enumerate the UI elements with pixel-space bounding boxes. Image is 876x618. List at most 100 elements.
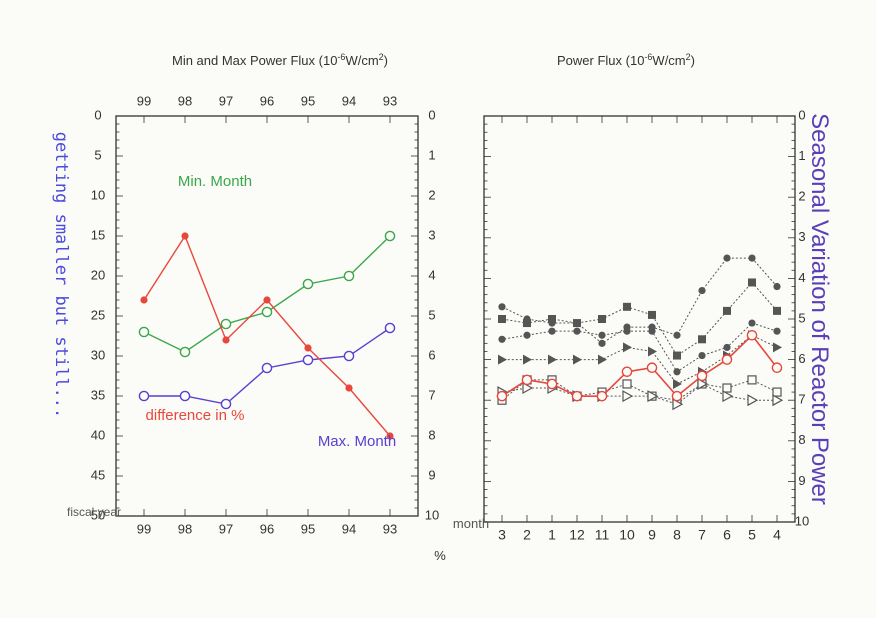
seasonal-data-point: [721, 354, 733, 365]
minmax-x-tick-label: 94: [342, 93, 356, 108]
minmax-right-tick-label: 45: [91, 467, 105, 482]
minmax-right-tick-label: 30: [91, 347, 105, 362]
minmax-left-tick-label: 1: [428, 147, 435, 162]
seasonal-data-point: [498, 315, 506, 323]
minmax-right-tick-label: 5: [94, 147, 101, 162]
minmax-data-point: [179, 390, 191, 402]
rotated-page: Seasonal Variation of Reactor Power 0123…: [51, 52, 833, 563]
seasonal-data-point: [548, 315, 556, 323]
minmax-x-tick-labels-bottom: 93 94 95 96 97 98 99: [137, 93, 397, 108]
seasonal-data-point: [698, 286, 706, 295]
minmax-left-tick-label: 8: [428, 427, 435, 442]
minmax-data-point: [343, 350, 355, 362]
seasonal-x-tick-label: 5: [748, 527, 756, 543]
minmax-left-tick-label: 3: [428, 227, 435, 242]
minmax-data-point: [220, 318, 232, 330]
minmax-left-tick-label: 10: [425, 507, 439, 522]
seasonal-y-tick-label: 10: [795, 513, 809, 528]
minmax-y-axis-label: Min and Max Power Flux (10-6W/cm2): [172, 52, 388, 68]
seasonal-data-point: [573, 327, 581, 335]
seasonal-data-point: [622, 379, 632, 389]
seasonal-y-tick-label: 8: [798, 432, 805, 447]
seasonal-data-point: [672, 398, 684, 411]
minmax-right-tick-label: 0: [94, 107, 101, 122]
seasonal-data-point: [673, 378, 682, 389]
seasonal-y-tick-label: 0: [798, 107, 805, 122]
seasonal-data-point: [598, 354, 607, 365]
seasonal-data-point: [573, 354, 582, 365]
seasonal-x-tick-label: 10: [619, 527, 635, 543]
seasonal-x-tick-label: 9: [648, 527, 656, 543]
minmax-right-tick-label: 20: [91, 267, 105, 282]
seasonal-data-point: [646, 362, 658, 374]
seasonal-data-point: [598, 339, 606, 347]
seasonal-data-point: [623, 342, 632, 353]
seasonal-data-point: [771, 362, 783, 374]
minmax-left-tick-label: 2: [428, 187, 435, 202]
seasonal-data-point: [723, 254, 731, 262]
seasonal-data-point: [623, 302, 631, 311]
minmax-x-tick-label: 98: [178, 521, 192, 536]
minmax-data-point: [222, 336, 230, 344]
seasonal-data-point: [496, 390, 508, 402]
seasonal-data-point: [722, 383, 732, 393]
seasonal-data-point: [773, 342, 782, 353]
seasonal-data-point: [573, 319, 581, 328]
seasonal-x-tick-label: 12: [569, 527, 585, 543]
seasonal-x-tick-label: 2: [523, 527, 531, 543]
minmax-right-tick-label: 50: [91, 507, 105, 522]
minmax-right-tick-labels: 0 5 10 15 20 25 30 35 40 45 50: [91, 107, 105, 522]
minmax-left-tick-label: 7: [428, 387, 435, 402]
seasonal-y-tick-label: 6: [798, 351, 805, 366]
seasonal-data-point: [748, 319, 756, 327]
seasonal-y-tick-labels: 0 1 2 3 4 5 6 7 8 9 10: [795, 107, 809, 528]
minmax-x-tick-label: 94: [342, 521, 356, 536]
minmax-x-tick-label: 95: [301, 93, 315, 108]
seasonal-x-tick-label: 7: [698, 527, 706, 543]
seasonal-y-tick-label: 5: [798, 310, 805, 325]
minmax-x-tick-label: 99: [137, 521, 151, 536]
legend-min-month: Min. Month: [178, 173, 252, 190]
seasonal-y-ticks: [484, 115, 795, 523]
minmax-data-point: [304, 344, 312, 352]
minmax-series-group: [138, 230, 396, 440]
minmax-x-tick-label: 97: [219, 521, 233, 536]
minmax-data-point: [181, 232, 189, 240]
seasonal-data-point: [697, 377, 709, 390]
seasonal-data-point: [722, 390, 734, 403]
seasonal-data-point: [673, 331, 681, 339]
seasonal-x-tick-label: 1: [548, 527, 556, 543]
minmax-right-tick-label: 25: [91, 307, 105, 322]
seasonal-data-point: [747, 375, 757, 385]
minmax-data-point: [302, 354, 314, 366]
seasonal-series-line: [501, 322, 778, 373]
minmax-right-tick-label: 15: [91, 227, 105, 242]
minmax-data-point: [386, 432, 394, 440]
seasonal-data-point: [723, 306, 731, 315]
page-title: Seasonal Variation of Reactor Power: [806, 113, 833, 505]
minmax-data-point: [384, 230, 396, 242]
seasonal-y-tick-label: 1: [798, 148, 805, 163]
minmax-series-line: [143, 235, 391, 353]
minmax-data-point: [179, 346, 191, 358]
minmax-data-point: [343, 270, 355, 282]
seasonal-data-point: [746, 329, 758, 341]
seasonal-x-tick-label: 6: [723, 527, 731, 543]
seasonal-series-line: [501, 383, 777, 405]
seasonal-data-point: [747, 394, 759, 407]
minmax-left-tick-labels: 0 1 2 3 4 5 6 7 8 9 10: [425, 107, 439, 522]
minmax-x-tick-labels-top: 93 94 95 96 97 98 99: [137, 521, 397, 536]
minmax-series-line: [143, 234, 391, 437]
minmax-x-tick-label: 97: [219, 93, 233, 108]
minmax-data-point: [140, 296, 148, 304]
minmax-x-tick-label: 93: [383, 93, 397, 108]
seasonal-data-point: [523, 319, 531, 328]
seasonal-data-point: [673, 351, 681, 360]
minmax-left-tick-label: 9: [428, 467, 435, 482]
seasonal-plot-frame: [483, 115, 796, 523]
minmax-x-tick-label: 98: [178, 93, 192, 108]
seasonal-data-point: [523, 331, 531, 339]
seasonal-x-tick-label: 3: [498, 527, 506, 543]
